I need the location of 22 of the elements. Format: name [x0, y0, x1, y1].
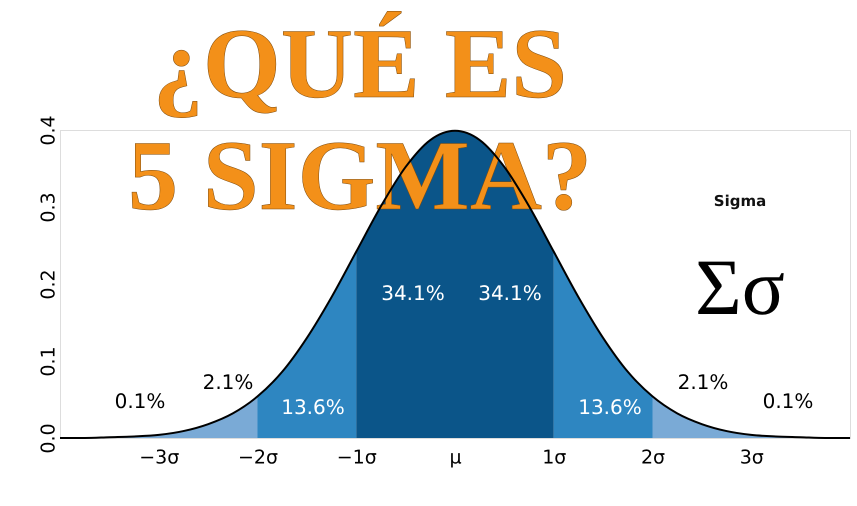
y-tick-label: 0.4: [38, 115, 60, 146]
x-tick-label: −3σ: [139, 446, 180, 468]
annotation: 34.1%: [478, 281, 542, 305]
x-tick-label: −1σ: [336, 446, 377, 468]
annotation: 13.6%: [578, 395, 642, 419]
annotation: 34.1%: [381, 281, 445, 305]
annotation: 2.1%: [202, 370, 254, 394]
annotation: 0.1%: [762, 389, 814, 413]
x-tick-label: −2σ: [238, 446, 278, 468]
annotation: 13.6%: [281, 395, 345, 419]
x-tick-label: 3σ: [740, 446, 764, 468]
y-tick-label: 0.2: [38, 269, 60, 300]
annotation: 0.1%: [114, 389, 166, 413]
annotation: 2.1%: [678, 370, 728, 394]
x-tick-label: 1σ: [542, 446, 566, 468]
x-tick-label: 2σ: [640, 446, 666, 468]
annotation: Sigma: [714, 192, 766, 210]
annotation: Σσ: [695, 244, 785, 332]
y-tick-label: 0.1: [38, 346, 60, 377]
x-tick-label: μ: [449, 446, 462, 468]
y-tick-label: 0.0: [38, 423, 60, 454]
y-tick-label: 0.3: [38, 192, 60, 223]
